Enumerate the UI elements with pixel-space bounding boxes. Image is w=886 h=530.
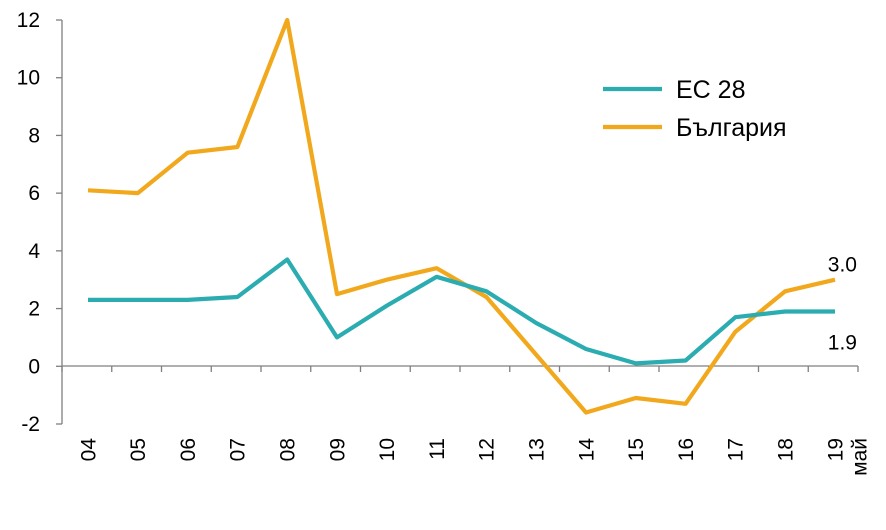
x-tick-label: 08 xyxy=(277,438,300,461)
series-layer xyxy=(87,17,836,415)
x-tick-label: 07 xyxy=(227,438,250,461)
x-tick-label: 12 xyxy=(476,438,499,461)
legend-label: ЕС 28 xyxy=(676,76,745,104)
x-tick-label: 16 xyxy=(675,438,698,461)
x-tick-label: 09 xyxy=(326,438,349,461)
y-tick-label: 10 xyxy=(17,67,40,90)
y-tick-label: 12 xyxy=(17,9,40,32)
x-tick-label: 14 xyxy=(575,438,598,462)
y-tick-label: 6 xyxy=(28,182,40,205)
y-axis: -2 0 2 4 6 8 10 12 xyxy=(17,9,63,436)
y-tick-label: 0 xyxy=(28,355,40,378)
data-labels: 1.9 3.0 xyxy=(828,254,857,355)
x-tick-label: 17 xyxy=(725,438,748,461)
y-tick-label: 4 xyxy=(28,240,40,263)
y-tick-label: 2 xyxy=(28,298,40,321)
x-tick-label: 04 xyxy=(77,438,100,462)
y-tick-label: 8 xyxy=(28,124,40,147)
x-tick-label: 06 xyxy=(177,438,200,461)
x-tick-label: 13 xyxy=(526,438,549,461)
x-tick-label: 05 xyxy=(127,438,150,461)
series-line-0 xyxy=(88,257,835,366)
x-tick-label: 15 xyxy=(625,438,648,461)
x-tick-label: 18 xyxy=(775,438,798,461)
x-tick-label: 11 xyxy=(426,438,449,460)
y-tick-label: -2 xyxy=(21,413,40,436)
x-tick-label: май xyxy=(848,438,871,476)
end-data-label: 3.0 xyxy=(828,254,857,277)
end-data-label: 1.9 xyxy=(828,331,857,354)
x-tick-label: 10 xyxy=(376,438,399,461)
legend: ЕС 28 България xyxy=(603,76,787,142)
legend-label: България xyxy=(676,114,787,142)
x-tick-label: 19 xyxy=(824,438,847,461)
